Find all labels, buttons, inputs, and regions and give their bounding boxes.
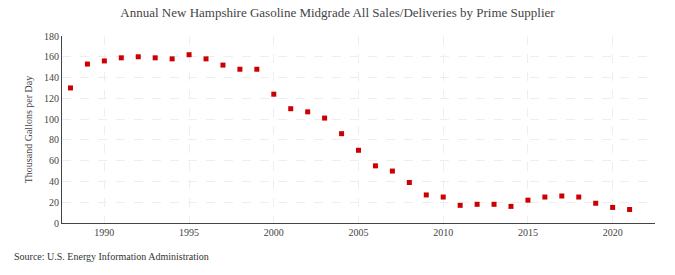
svg-text:160: 160 [44,51,59,62]
svg-text:1995: 1995 [179,227,199,238]
svg-text:2010: 2010 [433,227,453,238]
svg-text:2000: 2000 [264,227,284,238]
svg-text:2015: 2015 [518,227,538,238]
svg-text:1990: 1990 [94,227,114,238]
svg-text:100: 100 [44,114,59,125]
svg-text:0: 0 [54,218,59,229]
svg-text:40: 40 [49,176,59,187]
svg-text:180: 180 [44,31,59,42]
svg-text:60: 60 [49,155,59,166]
svg-text:140: 140 [44,72,59,83]
svg-text:Source: U.S. Energy Informatio: Source: U.S. Energy Information Administ… [14,251,209,262]
svg-text:Thousand Gallons per Day: Thousand Gallons per Day [23,76,34,183]
svg-text:80: 80 [49,134,59,145]
svg-text:2005: 2005 [349,227,369,238]
svg-text:Annual New Hampshire Gasoline: Annual New Hampshire Gasoline Midgrade A… [120,5,555,20]
svg-text:120: 120 [44,93,59,104]
svg-text:2020: 2020 [603,227,623,238]
svg-text:20: 20 [49,197,59,208]
